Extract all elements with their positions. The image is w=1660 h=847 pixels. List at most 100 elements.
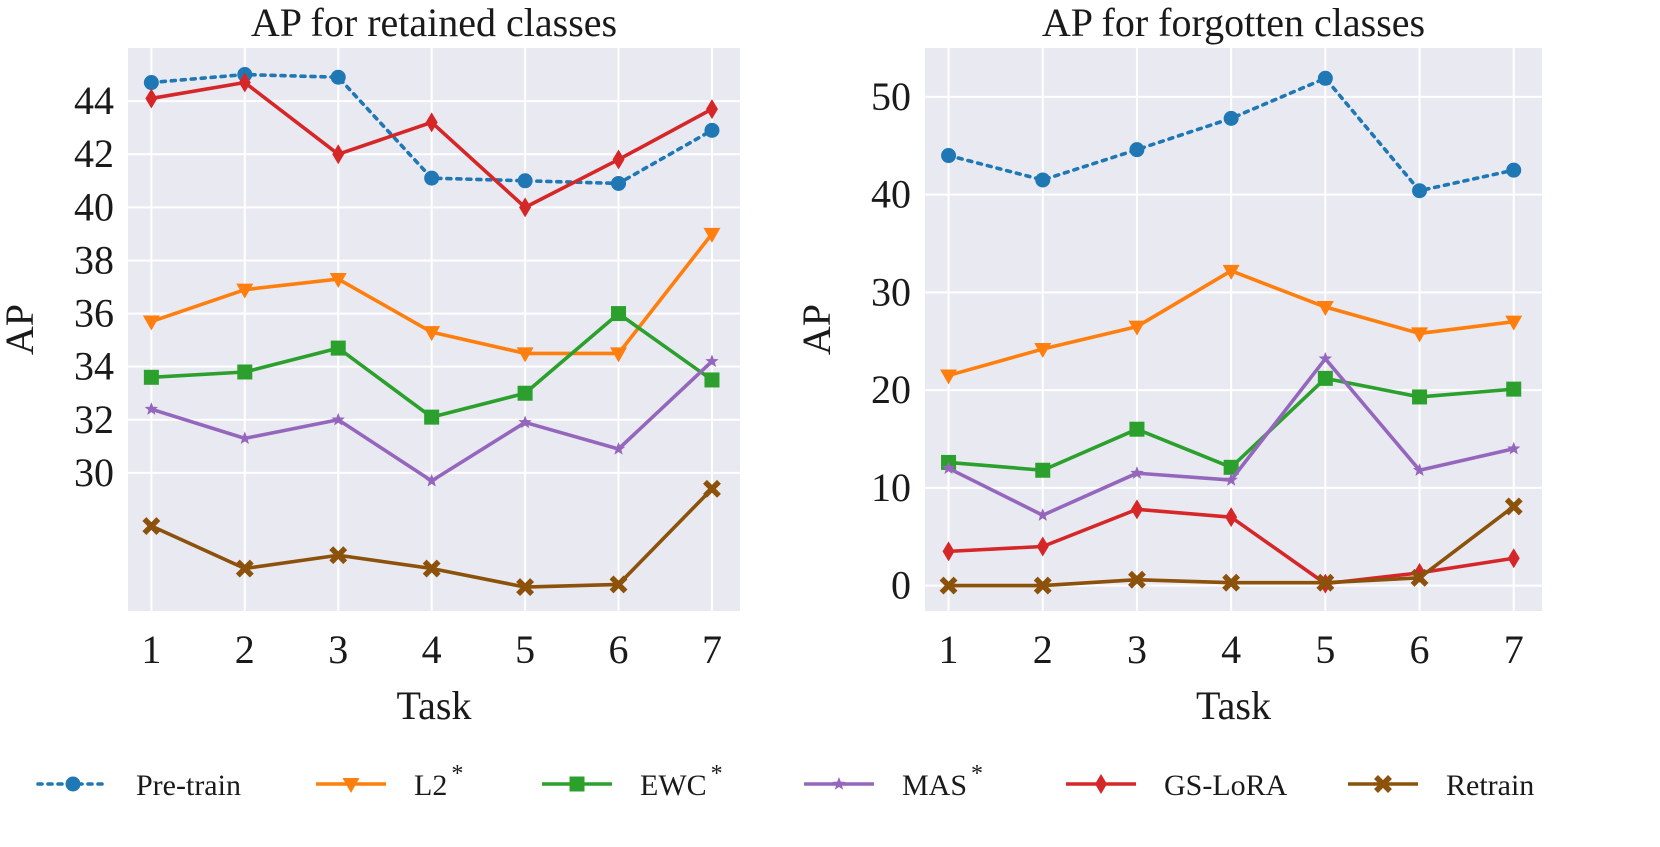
data-point-mas	[331, 412, 345, 426]
y-tick-label: 36	[74, 291, 114, 336]
legend-label: Retrain	[1446, 769, 1534, 802]
data-point-retrain	[1128, 570, 1146, 589]
x-tick-label: 2	[235, 627, 255, 672]
data-point-l2	[1505, 315, 1523, 331]
data-point-ewc	[424, 409, 440, 425]
data-point-l2	[1128, 320, 1146, 336]
data-point-mas	[518, 415, 532, 429]
data-point-pre-train	[1412, 183, 1428, 199]
data-point-gs-lora	[425, 112, 438, 133]
data-point-l2	[423, 326, 441, 342]
data-point-retrain	[939, 576, 958, 595]
y-tick-label: 50	[871, 74, 911, 119]
data-point-gs-lora	[612, 149, 625, 170]
legend-label: EWC *	[640, 761, 723, 802]
x-tick-label: 5	[1315, 627, 1335, 672]
data-point-gs-lora	[942, 541, 955, 562]
data-point-mas	[1318, 351, 1332, 365]
data-point-mas	[238, 431, 252, 445]
data-point-mas	[1036, 508, 1050, 521]
data-point-gs-lora	[1130, 499, 1143, 520]
y-tick-label: 30	[74, 450, 114, 495]
data-point-l2	[329, 273, 347, 289]
data-point-retrain	[1222, 573, 1241, 592]
y-tick-label: 10	[871, 465, 911, 510]
x-axis-label: Task	[1196, 683, 1271, 728]
series-mas	[144, 354, 719, 487]
data-point-l2	[610, 347, 628, 363]
y-tick-label: 32	[74, 397, 114, 442]
x-tick-label: 6	[609, 627, 629, 672]
legend-marker	[65, 776, 81, 792]
legend: Pre-train L2 * EWC * MAS * GS-LoRA Retrain	[36, 761, 1534, 802]
data-point-retrain	[142, 517, 161, 535]
y-tick-label: 0	[891, 563, 911, 608]
legend-superscript: *	[971, 761, 983, 787]
data-point-retrain	[703, 479, 721, 498]
data-point-ewc	[611, 306, 627, 322]
grid	[128, 48, 740, 611]
data-point-pre-train	[1129, 142, 1145, 158]
chart-title: AP for retained classes	[251, 0, 617, 45]
series-gs-lora	[145, 72, 718, 218]
data-point-mas	[144, 402, 159, 415]
data-point-l2	[703, 227, 721, 243]
data-point-pre-train	[704, 122, 720, 138]
series-mas	[941, 351, 1521, 521]
data-point-ewc	[143, 369, 159, 385]
data-point-ewc	[704, 372, 720, 388]
data-point-gs-lora	[1225, 507, 1238, 528]
grid	[925, 48, 1542, 611]
data-point-ewc	[1035, 462, 1051, 478]
data-point-gs-lora	[519, 197, 532, 218]
data-point-l2	[1316, 301, 1334, 317]
legend-label: GS-LoRA	[1164, 769, 1288, 802]
legend-superscript: *	[711, 761, 723, 787]
legend-marker	[832, 777, 846, 790]
legend-marker	[342, 778, 360, 793]
data-point-l2	[236, 283, 254, 299]
data-point-retrain	[235, 559, 254, 578]
data-point-ewc	[1412, 389, 1428, 405]
panel-forgotten-classes: 0 10 20 30 40 50 1 2 3 4 5 6 7 AP for forgotten class…	[794, 0, 1542, 728]
series-l2	[940, 264, 1523, 385]
chart-title: AP for forgotten classes	[1042, 0, 1425, 45]
data-point-gs-lora	[238, 72, 251, 93]
y-tick-label: 34	[74, 344, 114, 389]
series-pre-train	[941, 70, 1522, 199]
data-point-ewc	[1223, 459, 1239, 475]
data-point-l2	[940, 369, 958, 385]
y-tick-label: 30	[871, 269, 911, 314]
legend-superscript: *	[451, 761, 463, 787]
data-point-ewc	[1506, 381, 1522, 397]
data-point-retrain	[516, 578, 535, 597]
data-point-retrain	[1316, 573, 1335, 592]
data-point-l2	[142, 315, 160, 331]
x-tick-label: 6	[1410, 627, 1430, 672]
x-tick-label: 2	[1033, 627, 1053, 672]
legend-label: L2 *	[414, 761, 463, 802]
legend-item-l2: L2 *	[316, 761, 463, 802]
x-tick-label: 7	[1504, 627, 1524, 672]
data-point-ewc	[330, 340, 346, 356]
data-point-pre-train	[517, 173, 533, 189]
data-point-pre-train	[941, 148, 957, 164]
data-point-ewc	[1129, 421, 1145, 437]
data-point-pre-train	[1506, 162, 1522, 178]
legend-item-gs-lora: GS-LoRA	[1066, 769, 1288, 802]
series-retrain	[939, 497, 1523, 595]
data-point-pre-train	[611, 175, 627, 191]
data-point-mas	[1130, 466, 1144, 479]
y-tick-label: 40	[74, 184, 114, 229]
data-point-pre-train	[424, 170, 440, 186]
data-point-mas	[941, 461, 956, 474]
data-point-retrain	[329, 546, 348, 565]
x-tick-label: 1	[939, 627, 959, 672]
legend-item-pre-train: Pre-train	[36, 769, 241, 802]
data-point-retrain	[422, 559, 441, 578]
series-ewc	[143, 306, 720, 425]
legend-label: Pre-train	[136, 769, 241, 802]
data-point-mas	[705, 354, 719, 368]
y-axis-label: AP	[0, 304, 42, 355]
